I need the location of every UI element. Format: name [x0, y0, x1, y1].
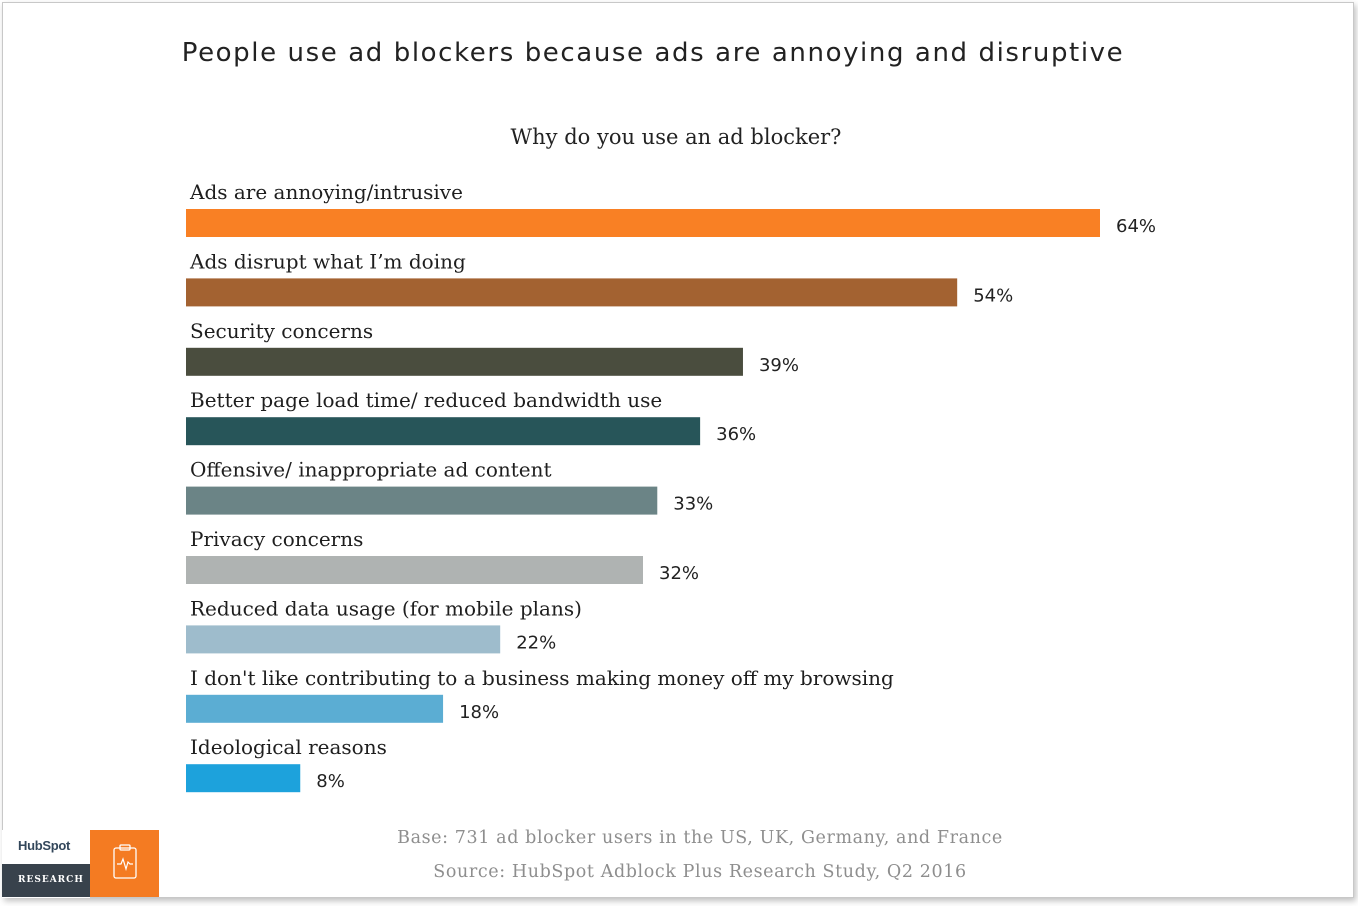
- hubspot-wordmark: HubSpot: [18, 838, 71, 853]
- value-label: 18%: [459, 702, 499, 723]
- bar: [186, 764, 301, 793]
- page-title: People use ad blockers because ads are a…: [181, 38, 1125, 68]
- category-label: Ads disrupt what I’m doing: [189, 249, 466, 273]
- category-label: Better page load time/ reduced bandwidth…: [190, 388, 662, 412]
- value-label: 39%: [759, 355, 799, 376]
- value-label: 36%: [716, 424, 756, 445]
- category-label: Ideological reasons: [190, 735, 387, 759]
- category-label: I don't like contributing to a business …: [190, 666, 894, 690]
- bar: [186, 556, 643, 584]
- bar: [186, 486, 658, 515]
- bar: [186, 347, 743, 376]
- base-footnote: Base: 731 ad blocker users in the US, UK…: [397, 828, 1003, 848]
- bar: [186, 417, 701, 446]
- chart-title: Why do you use an ad blocker?: [510, 125, 842, 149]
- value-label: 64%: [1116, 216, 1156, 237]
- value-label: 54%: [973, 285, 1013, 306]
- bar: [186, 625, 501, 654]
- category-label: Privacy concerns: [190, 527, 363, 551]
- bar: [186, 209, 1100, 237]
- bar: [186, 694, 444, 723]
- value-label: 32%: [659, 563, 699, 584]
- value-label: 22%: [516, 632, 556, 653]
- value-label: 33%: [673, 494, 713, 515]
- research-band: [2, 864, 90, 897]
- category-label: Offensive/ inappropriate ad content: [190, 458, 552, 482]
- category-label: Security concerns: [190, 319, 373, 343]
- clipboard-pulse-icon: [90, 830, 159, 897]
- bar: [186, 278, 958, 307]
- value-label: 8%: [316, 771, 345, 792]
- source-footnote: Source: HubSpot Adblock Plus Research St…: [433, 862, 967, 882]
- category-label: Ads are annoying/intrusive: [189, 180, 463, 204]
- category-label: Reduced data usage (for mobile plans): [190, 596, 582, 620]
- research-label: RESEARCH: [18, 875, 84, 885]
